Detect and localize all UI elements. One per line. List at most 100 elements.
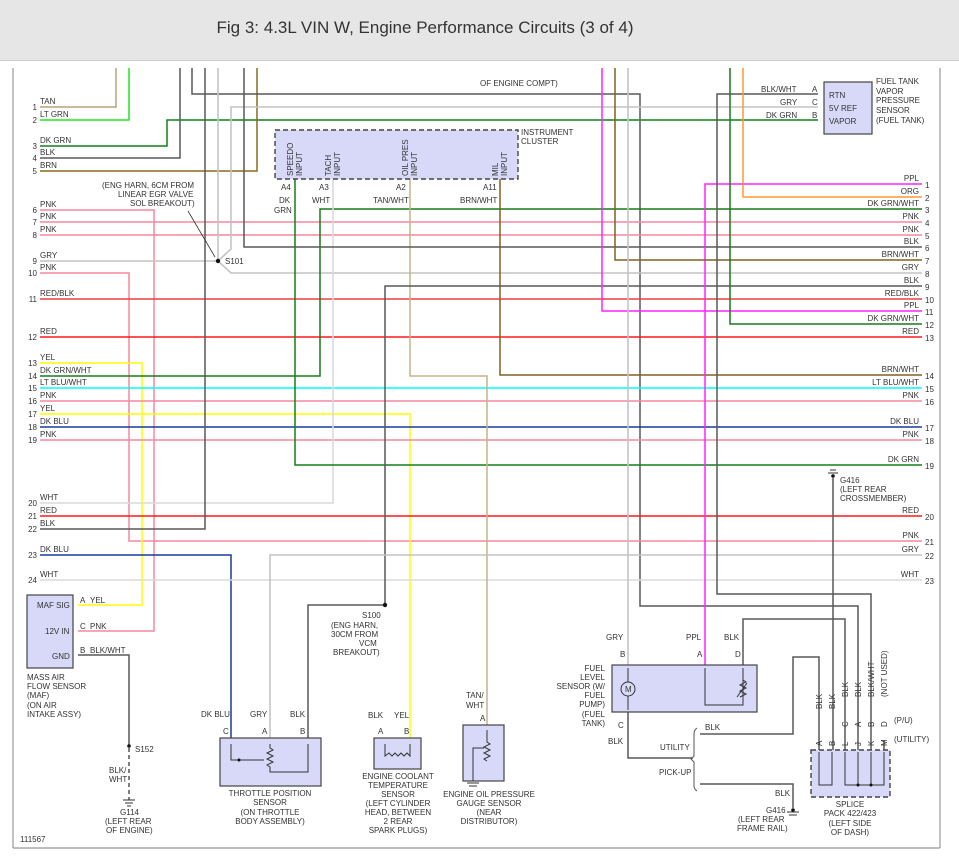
wire-dk-grn-wht xyxy=(40,208,922,377)
engine-oil-pressure-gauge-sensor: TAN/ WHT A ENGINE OIL PRESSURE GAUGE SEN… xyxy=(443,691,535,826)
left-row-number: 10 xyxy=(28,269,37,278)
right-row-number: 20 xyxy=(925,513,934,522)
splice-util-pin: A xyxy=(815,740,824,746)
left-row-wire-color: RED xyxy=(40,327,57,336)
splice-pack-422-423: (P/U) (UTILITY) SPLICE PACK 422/423 (LEF… xyxy=(810,650,929,837)
s101-id-text: S101 xyxy=(225,257,244,266)
instrument-cluster-pins-1-pin-text: A3 xyxy=(319,183,329,192)
left-row-number: 15 xyxy=(28,384,37,393)
top-note: OF ENGINE COMPT) xyxy=(480,79,558,88)
fuel-level-pins-2-pin-text: D xyxy=(735,650,741,659)
tps-pins-1-wire-text: GRY xyxy=(250,710,268,719)
splice-wire-color: BLK xyxy=(854,681,863,697)
tps-pins-0-wire-text: DK BLU xyxy=(201,710,230,719)
splice-pack-name-1-text: PACK 422/423 xyxy=(824,809,877,818)
fuel-tank-sensor-pins-1-wire-text: GRY xyxy=(780,98,798,107)
wire-brn-wht xyxy=(614,68,922,261)
left-row-number: 17 xyxy=(28,410,37,419)
ground-icon xyxy=(828,469,838,478)
fuel-tank-vapor-pressure-sensor: RTN 5V REF VAPOR BLK/WHT GRY DK GRN A C … xyxy=(761,77,925,135)
right-row-wire-color: BLK xyxy=(904,237,920,246)
utility-pickup-pickup-wire-text: BLK xyxy=(775,789,791,798)
splice-util-pin: J xyxy=(854,742,863,746)
figure-title: Fig 3: 4.3L VIN W, Engine Performance Ci… xyxy=(216,18,634,37)
right-row-number: 12 xyxy=(925,321,934,330)
wire-blk xyxy=(307,604,385,740)
fuel-tank-sensor-pins-2-wire-text: DK GRN xyxy=(766,111,797,120)
fuel-tank-sensor-name-0-text: FUEL TANK xyxy=(876,77,920,86)
tps-pins-1-pin-text: A xyxy=(262,727,268,736)
wire-yel xyxy=(40,413,411,740)
left-row-number: 6 xyxy=(33,206,38,215)
g416-frame-note-0-text: (LEFT REAR xyxy=(738,815,785,824)
right-row-number: 14 xyxy=(925,372,934,381)
right-row-number: 15 xyxy=(925,385,934,394)
mass-air-flow-sensor: MAF SIG 12V IN GND A YEL C PNK B BLK/WHT… xyxy=(26,594,126,719)
wire-gry xyxy=(217,260,922,274)
right-row-number: 2 xyxy=(925,194,930,203)
s152-wire-0-text: BLK/ xyxy=(109,766,127,775)
instrument-cluster-pins-0-label-1-text: INPUT xyxy=(295,152,304,176)
ect-name-0-text: ENGINE COOLANT xyxy=(362,772,434,781)
fuel-level-name-0-text: FUEL xyxy=(585,664,606,673)
left-row-number: 16 xyxy=(28,397,37,406)
instrument-cluster-pins-0-label-0-text: SPEEDO xyxy=(286,143,295,176)
right-row-number: 22 xyxy=(925,552,934,561)
maf-pins-1-label-text: 12V IN xyxy=(45,627,70,636)
splice-pu-pin: C xyxy=(841,721,850,727)
maf-name-1-text: FLOW SENSOR xyxy=(27,682,86,691)
maf-pins-0-pin-text: A xyxy=(80,596,86,605)
wire-blk xyxy=(40,68,181,159)
left-row-wire-color: BRN xyxy=(40,161,57,170)
right-row-number: 19 xyxy=(925,462,934,471)
instrument-cluster-pins-1-label-1-text: INPUT xyxy=(333,152,342,176)
splice-util-pin: B xyxy=(828,741,837,746)
tps-name-1-text: SENSOR xyxy=(253,798,287,807)
instrument-cluster-pins-3-wire-0-text: BRN/WHT xyxy=(460,196,497,205)
ground-icon xyxy=(467,782,479,787)
left-row-wire-color: DK BLU xyxy=(40,417,69,426)
right-row-number: 16 xyxy=(925,398,934,407)
fuel-level-name-4-text: PUMP) xyxy=(579,700,605,709)
s101-note-1-text: LINEAR EGR VALVE xyxy=(118,190,193,199)
splice-util-pin: M xyxy=(880,739,889,746)
instrument-cluster-pins-2-pin-text: A2 xyxy=(396,183,406,192)
utility-pickup-pickup-text: PICK-UP xyxy=(659,768,691,777)
fuel-tank-sensor-name-1-text: VAPOR xyxy=(876,87,904,96)
left-row-wire-color: LT BLU/WHT xyxy=(40,378,87,387)
right-row-number: 3 xyxy=(925,206,930,215)
ect-pins-0-wire-text: BLK xyxy=(368,711,384,720)
left-row-number: 22 xyxy=(28,525,37,534)
ect-pins-0-pin-text: A xyxy=(378,727,384,736)
splice-pack-util-label-text: (UTILITY) xyxy=(894,735,929,744)
s101-note-0-text: (ENG HARN, 6CM FROM xyxy=(102,181,194,190)
right-row-wire-color: WHT xyxy=(901,570,919,579)
left-row-number: 21 xyxy=(28,512,37,521)
left-row-wire-color: PNK xyxy=(40,200,57,209)
left-row-number: 5 xyxy=(33,167,38,176)
wire-blk xyxy=(191,68,859,752)
left-row-wire-color: BLK xyxy=(40,148,56,157)
right-row-wire-color: DK GRN/WHT xyxy=(867,199,919,208)
left-row-wire-color: YEL xyxy=(40,404,56,413)
oil-sensor-wire-0-text: TAN/ xyxy=(466,691,484,700)
fuel-tank-sensor-pins-0-pin-text: A xyxy=(812,85,818,94)
right-row-wire-color: PPL xyxy=(904,174,920,183)
left-row-wire-color: GRY xyxy=(40,251,58,260)
diagram-frame xyxy=(12,68,941,849)
wire-dk-grn-wht xyxy=(729,68,922,325)
left-row-wire-color: BLK xyxy=(40,519,56,528)
instrument-cluster-pins-0-wire-0-text: DK xyxy=(279,196,291,205)
left-row-number: 2 xyxy=(33,116,38,125)
left-row-wire-color: PNK xyxy=(40,391,57,400)
splice-wire-color: BLK xyxy=(828,693,837,709)
splice-wire-color: BLK xyxy=(815,693,824,709)
instrument-cluster: INSTRUMENT CLUSTER SPEEDO INPUT TACH INP… xyxy=(274,128,574,215)
splice-util-pin: L xyxy=(841,741,850,746)
fuel-tank-sensor-name-4-text: (FUEL TANK) xyxy=(876,116,925,125)
instrument-cluster-pins-0-pin-text: A4 xyxy=(281,183,291,192)
splice-pack-name-2-text: (LEFT SIDE xyxy=(829,819,872,828)
left-row-number: 13 xyxy=(28,359,37,368)
ect-name-6-text: SPARK PLUGS) xyxy=(369,826,428,835)
